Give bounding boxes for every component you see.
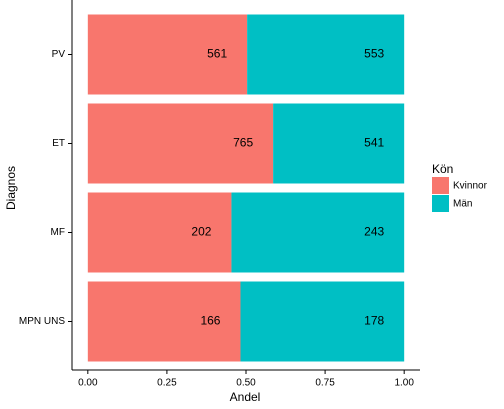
bar-segment [247,14,405,95]
data-label: 765 [233,136,253,150]
x-tick-label: 0.00 [78,378,98,389]
bar-segment [240,281,405,362]
bar-segment [231,192,405,273]
data-label: 166 [200,314,220,328]
bar-segment [87,281,241,362]
data-label: 178 [364,314,384,328]
data-label: 553 [364,47,384,61]
bar-segment [87,14,248,95]
data-label: 561 [207,47,227,61]
legend-label: Män [453,199,472,210]
bar-segment [87,103,274,184]
data-label: 202 [191,225,211,239]
x-tick-label: 0.75 [315,378,335,389]
y-tick-label: MPN UNS [19,316,65,327]
data-label: 243 [364,225,384,239]
y-tick-label: MF [51,227,65,238]
data-label: 541 [364,136,384,150]
legend-label: Kvinnor [453,181,488,192]
y-axis-label: Diagnos [4,166,18,210]
x-tick-label: 0.50 [236,378,256,389]
x-tick-label: 1.00 [394,378,414,389]
legend-swatch [432,177,449,194]
legend-title: Kön [432,162,453,176]
x-axis-label: Andel [230,390,261,404]
x-tick-label: 0.25 [157,378,177,389]
y-tick-label: PV [52,49,66,60]
legend-swatch [432,195,449,212]
y-tick-label: ET [52,138,65,149]
bar-segment [273,103,405,184]
bar-segment [87,192,232,273]
